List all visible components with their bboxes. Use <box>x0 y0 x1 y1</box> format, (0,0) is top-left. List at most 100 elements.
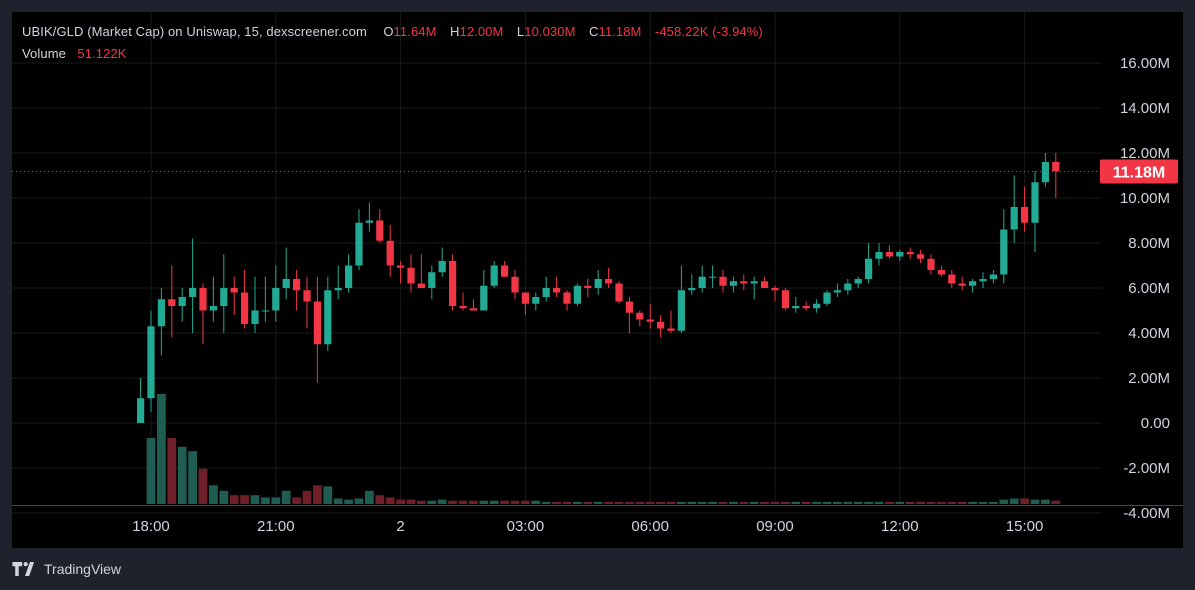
volume-bar <box>1041 499 1050 504</box>
volume-bar <box>999 499 1009 504</box>
volume-bar <box>864 501 873 504</box>
volume-bar <box>552 501 561 504</box>
candle-body <box>729 281 737 286</box>
volume-bar <box>261 497 270 504</box>
tradingview-branding[interactable]: TradingView <box>12 558 121 580</box>
volume-bar <box>177 446 187 504</box>
candle-body <box>605 279 613 284</box>
candle-body <box>1041 162 1049 183</box>
volume-bar <box>240 495 249 504</box>
legend-high-value: 12.00M <box>459 24 504 39</box>
candle-body <box>958 283 966 286</box>
legend-volume-value: 51.122K <box>77 46 127 61</box>
volume-bar <box>760 501 769 504</box>
volume-bar <box>822 501 832 504</box>
y-tick-label: 2.00M <box>1128 370 1170 387</box>
volume-bar <box>1051 500 1061 504</box>
volume-bar <box>947 501 957 504</box>
candle-body <box>948 274 956 284</box>
candle-body <box>646 319 654 322</box>
candle-body <box>386 240 394 266</box>
candle-body <box>480 285 488 311</box>
volume-bar <box>365 490 374 504</box>
legend-open-label: O <box>383 24 394 39</box>
volume-bar <box>739 501 749 504</box>
candle-body <box>251 310 259 324</box>
candle-body <box>677 290 685 331</box>
candle-body <box>449 261 457 306</box>
candle-body <box>709 276 717 278</box>
y-tick-label: 10.00M <box>1120 190 1170 207</box>
candle-body <box>584 285 592 288</box>
legend-volume-label: Volume <box>22 46 66 61</box>
volume-bar <box>625 501 634 504</box>
candle-body <box>137 398 145 423</box>
volume-bar <box>458 500 468 504</box>
candle-body <box>865 258 873 279</box>
candle-body <box>376 220 384 241</box>
y-tick-label: 6.00M <box>1128 280 1170 297</box>
candle-body <box>147 326 155 399</box>
volume-bar <box>926 501 936 504</box>
candle-body <box>553 288 561 293</box>
volume-bar <box>541 501 551 504</box>
candle-body <box>927 258 935 270</box>
volume-bar <box>281 490 291 504</box>
volume-bar <box>375 495 385 504</box>
candle-body <box>615 283 623 302</box>
candle-body <box>532 297 540 304</box>
volume-bar <box>1009 498 1019 504</box>
tradingview-brand: TradingView <box>44 561 122 577</box>
legend-close-value: 11.18M <box>598 24 642 39</box>
candle-body <box>781 290 789 309</box>
candle-body <box>688 288 696 291</box>
volume-bar <box>895 501 905 504</box>
volume-bar <box>604 501 613 504</box>
candle-body <box>407 267 415 284</box>
volume-bar <box>385 497 395 504</box>
volume-bar <box>1020 498 1029 504</box>
candle-body <box>209 306 217 311</box>
chart-area[interactable]: 16.00M 14.00M 12.00M 10.00M 8.00M 6.00M 4.00M 2… <box>12 12 1183 548</box>
x-tick-label: 06:00 <box>631 518 669 535</box>
volume-bar <box>510 500 520 504</box>
x-tick-label: 03:00 <box>507 518 545 535</box>
candle-body <box>230 288 238 293</box>
volume-bar <box>677 501 686 504</box>
y-tick-label: 0.00 <box>1141 415 1170 432</box>
candle-body <box>813 303 821 309</box>
candle-body <box>303 290 311 302</box>
volume-bar <box>957 501 967 504</box>
candle-body <box>261 310 269 312</box>
volume-bar <box>344 499 353 504</box>
last-price-badge <box>1100 159 1178 184</box>
candle-body <box>979 279 987 282</box>
candle-body <box>417 283 425 288</box>
y-tick-label: 4.00M <box>1128 325 1170 342</box>
volume-bar <box>905 501 915 504</box>
candle-body <box>272 288 280 311</box>
volume-bar <box>718 501 728 504</box>
legend-pair: UBIK/GLD (Market Cap) on Uniswap, 15, de… <box>22 24 367 39</box>
candle-body <box>438 261 446 273</box>
volume-bar <box>167 438 177 504</box>
volume-bar <box>209 485 218 504</box>
volume-bar <box>437 499 447 504</box>
volume-bar <box>812 501 821 504</box>
volume-bar <box>801 501 811 504</box>
candle-body <box>157 299 165 327</box>
candle-body <box>168 299 176 306</box>
candle-body <box>469 308 477 311</box>
candle-body <box>719 276 727 286</box>
volume-bar <box>833 501 842 504</box>
candle-body <box>792 306 800 309</box>
price-chart[interactable]: 16.00M 14.00M 12.00M 10.00M 8.00M 6.00M 4.00M 2… <box>12 12 1183 548</box>
volume-bar <box>635 501 645 504</box>
candle-body <box>937 270 945 275</box>
candle-body <box>657 321 665 329</box>
y-tick-label: -4.00M <box>1123 505 1170 522</box>
volume-bar <box>937 501 946 504</box>
volume-bar <box>562 501 572 504</box>
volume-bar <box>229 495 239 504</box>
candle-body <box>1031 182 1039 223</box>
